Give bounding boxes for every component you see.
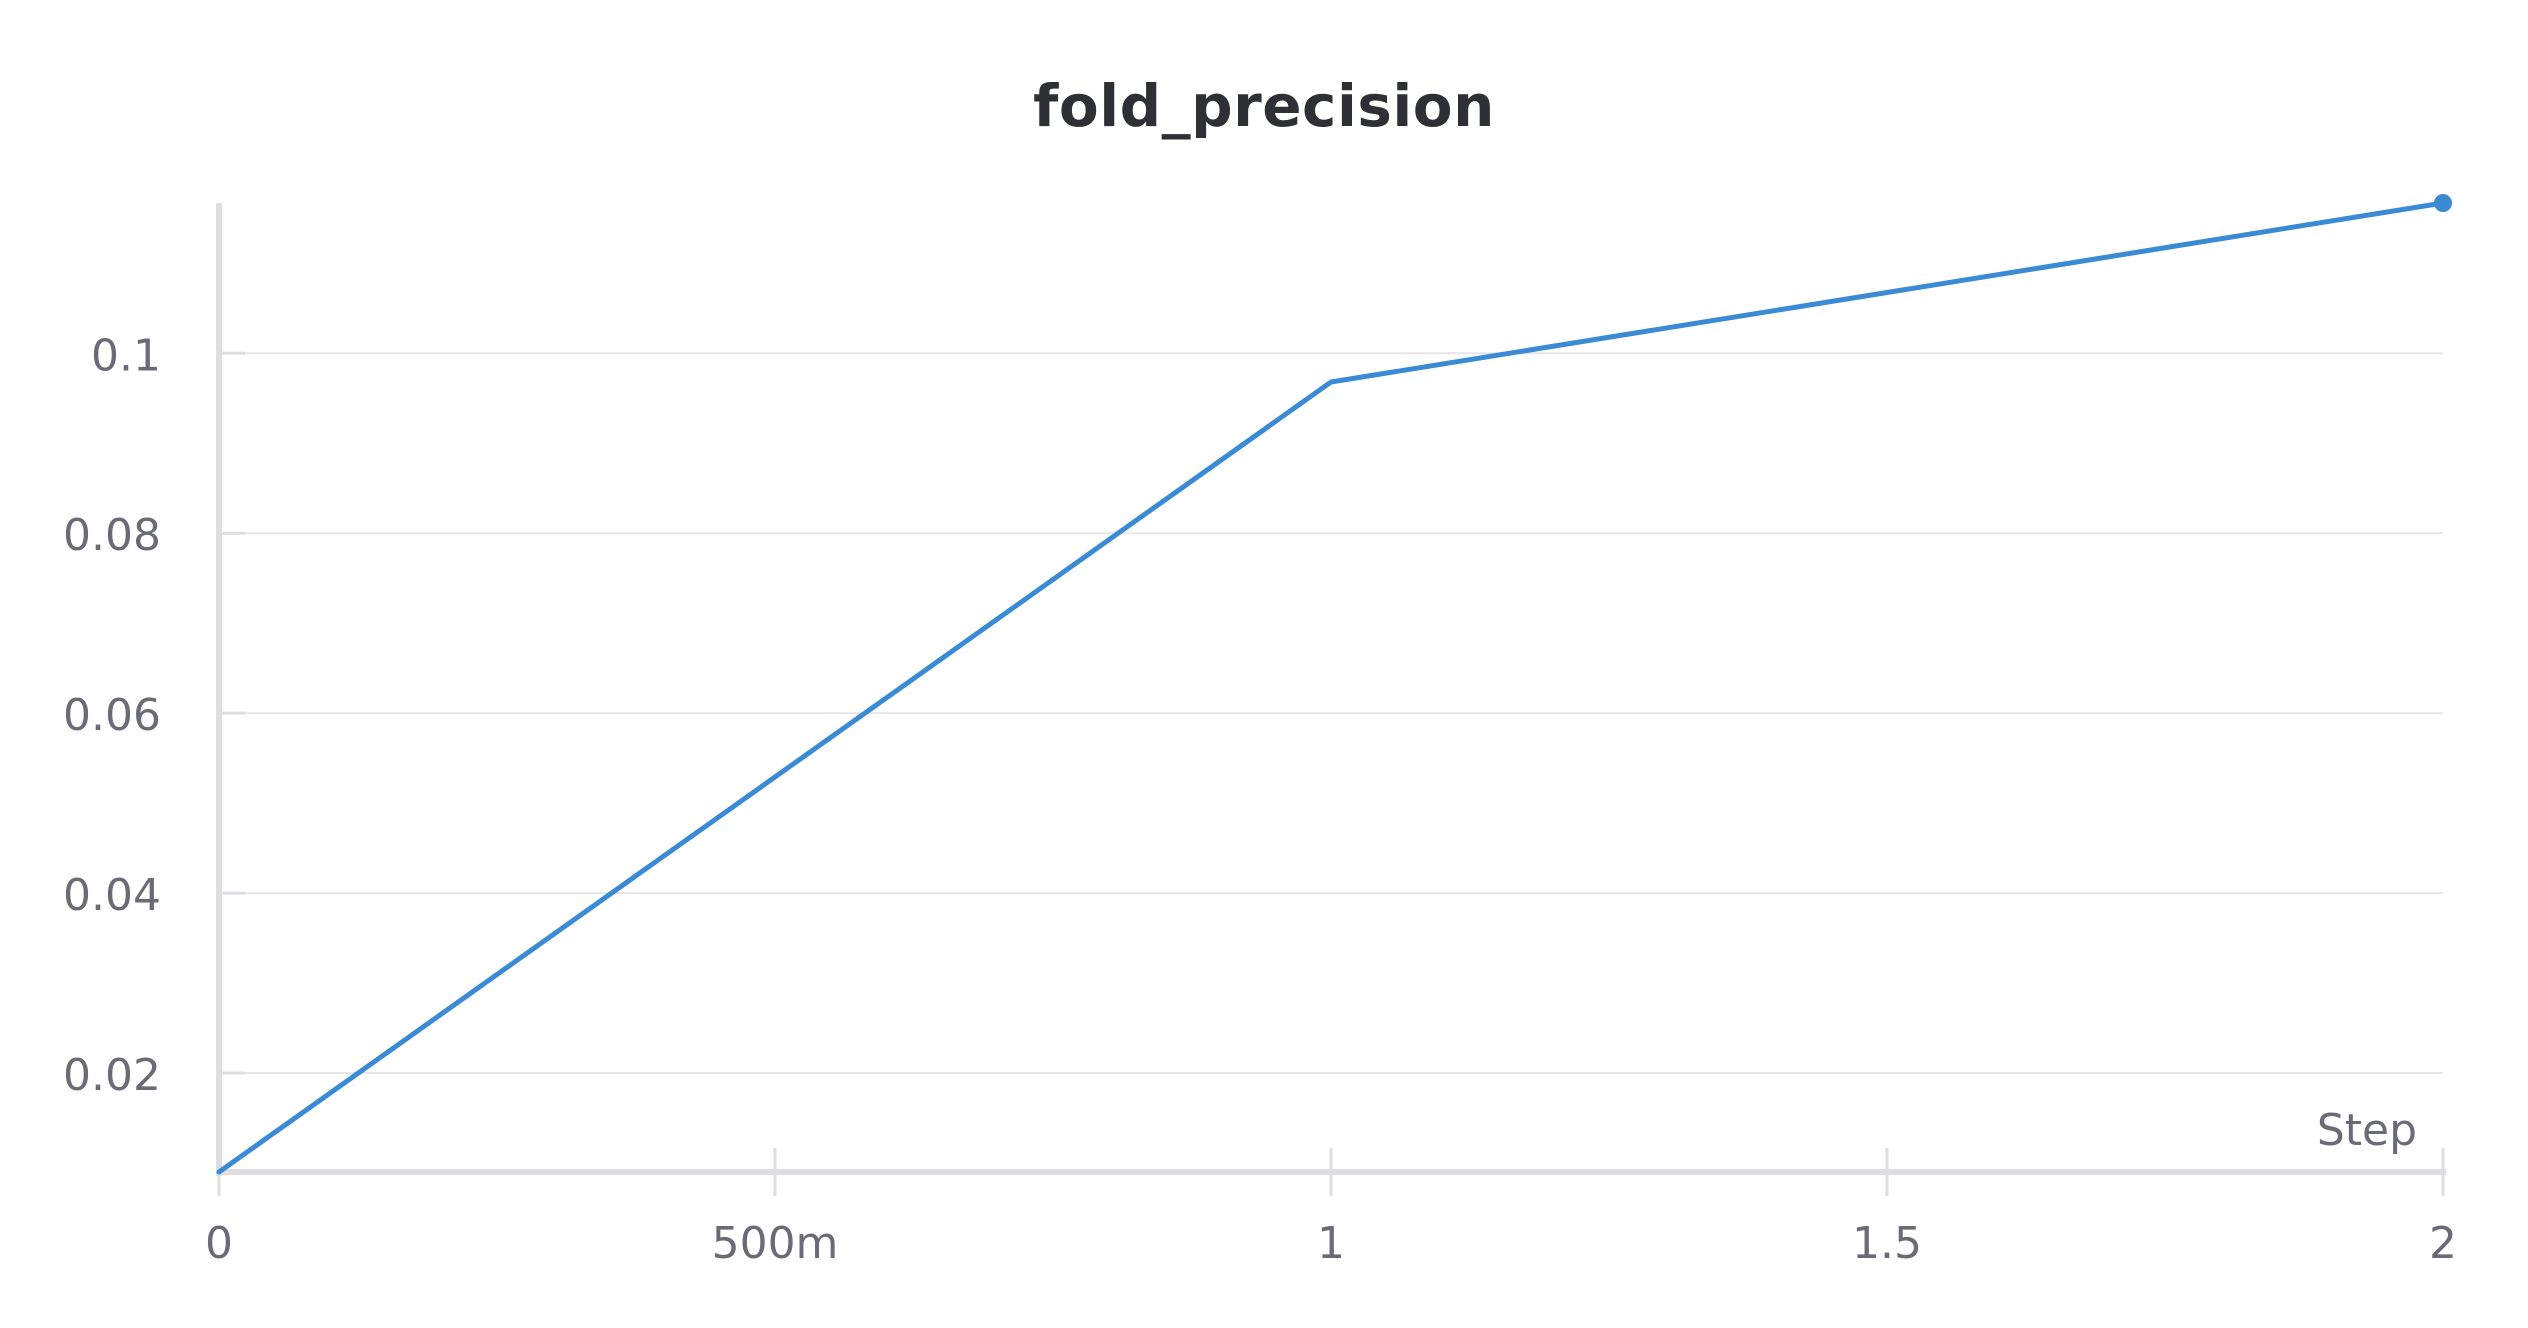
x-tick-label: 1 — [1317, 1218, 1345, 1269]
y-tick-label: 0.04 — [63, 870, 161, 921]
y-tick-label: 0.08 — [63, 510, 161, 561]
y-tick-label: 0.1 — [91, 330, 161, 381]
x-axis-label: Step — [2317, 1105, 2417, 1156]
chart-title: fold_precision — [1033, 72, 1495, 140]
x-tick-label: 1.5 — [1852, 1218, 1922, 1269]
x-tick-label: 500m — [712, 1218, 839, 1269]
series-end-point — [2434, 194, 2452, 212]
x-tick-label: 0 — [205, 1218, 233, 1269]
y-tick-label: 0.06 — [63, 690, 161, 741]
y-tick-label: 0.02 — [63, 1050, 161, 1101]
series-line — [216, 200, 2446, 1175]
x-tick-label: 2 — [2429, 1218, 2457, 1269]
